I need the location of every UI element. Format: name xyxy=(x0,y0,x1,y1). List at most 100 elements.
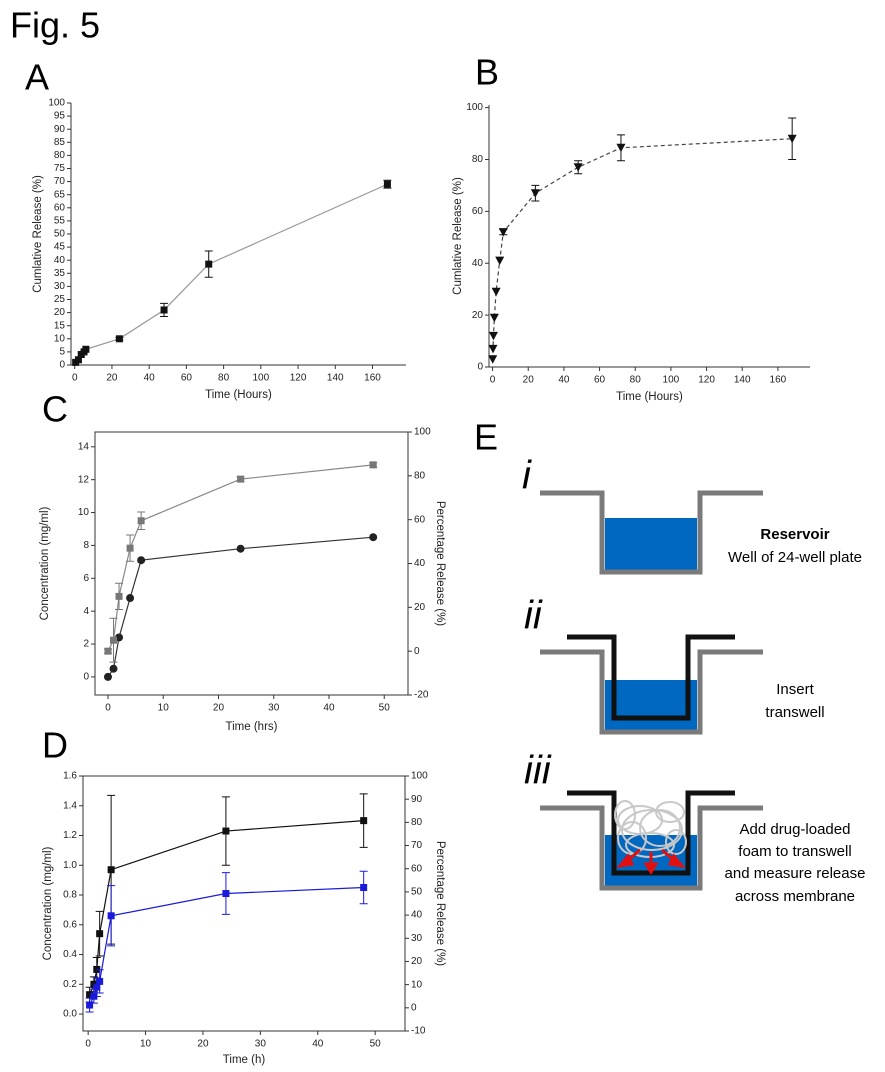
data-point xyxy=(369,533,378,542)
data-point xyxy=(489,313,499,323)
x-tick-label: 0 xyxy=(490,375,496,386)
y-tick-label: 45 xyxy=(54,242,66,253)
y-tick-label: 40 xyxy=(472,258,484,269)
y-tick-label: 20 xyxy=(54,307,66,318)
y2-tick-label: 30 xyxy=(411,933,423,944)
panel-label: C xyxy=(42,389,68,430)
data-point xyxy=(137,556,146,565)
y-tick-label: 0.6 xyxy=(63,919,77,930)
x-tick-label: 10 xyxy=(158,703,170,714)
data-point xyxy=(126,544,134,552)
data-point xyxy=(205,260,213,268)
y-tick-label: 10 xyxy=(54,333,66,344)
y2-axis-label: Percentage Release (%) xyxy=(434,841,446,966)
x-tick-label: 0 xyxy=(85,1039,91,1050)
data-point xyxy=(86,991,94,999)
step-numeral: iii xyxy=(524,749,552,793)
x-tick-label: 80 xyxy=(630,375,642,386)
data-point xyxy=(110,636,118,644)
data-point xyxy=(369,461,377,469)
y2-tick-label: 100 xyxy=(414,427,431,438)
step-title: Reservoir xyxy=(760,526,829,543)
x-tick-label: 160 xyxy=(364,373,381,384)
y-tick-label: 95 xyxy=(54,111,66,122)
x-axis-label: Time (hrs) xyxy=(226,721,278,733)
step-caption: and measure release xyxy=(725,865,866,882)
data-point xyxy=(115,335,123,343)
data-point xyxy=(86,1001,94,1009)
y-tick-label: 1.4 xyxy=(63,800,77,811)
y-tick-label: 1.6 xyxy=(63,771,77,782)
x-tick-label: 140 xyxy=(734,375,751,386)
data-point xyxy=(530,189,540,198)
well-outline xyxy=(540,805,763,891)
y2-tick-label: -20 xyxy=(414,690,429,701)
data-point xyxy=(96,977,104,985)
x-tick-label: 10 xyxy=(140,1039,152,1050)
release-arrows xyxy=(616,848,686,875)
step-caption: Add drug-loaded xyxy=(740,821,851,838)
figure-title: Fig. 5 xyxy=(10,5,100,46)
x-tick-label: 40 xyxy=(558,375,570,386)
well-outline xyxy=(540,649,763,735)
data-point xyxy=(126,594,135,603)
y-tick-label: 80 xyxy=(54,150,66,161)
y-tick-label: 90 xyxy=(54,124,66,135)
y-tick-label: 8 xyxy=(83,540,89,551)
step-numeral: i xyxy=(522,454,532,498)
x-tick-label: 100 xyxy=(663,375,680,386)
data-point xyxy=(616,143,626,153)
data-point xyxy=(74,356,82,364)
y-tick-label: 1.2 xyxy=(63,830,77,841)
x-tick-label: 80 xyxy=(218,373,230,384)
y-tick-label: 50 xyxy=(54,229,66,240)
data-point xyxy=(137,517,145,525)
data-point xyxy=(787,134,797,144)
reservoir-liquid xyxy=(605,518,697,570)
data-point xyxy=(383,180,391,188)
step-numeral: ii xyxy=(524,594,543,638)
data-point xyxy=(488,344,498,354)
data-point xyxy=(103,672,112,681)
data-point xyxy=(82,345,90,353)
y-tick-label: 10 xyxy=(78,507,90,518)
x-tick-label: 160 xyxy=(770,375,787,386)
x-tick-label: 60 xyxy=(594,375,606,386)
data-point xyxy=(107,912,115,920)
data-point xyxy=(498,228,508,237)
data-point xyxy=(237,475,245,483)
y2-tick-label: -10 xyxy=(411,1026,426,1037)
x-tick-label: 50 xyxy=(379,703,391,714)
panel-label: B xyxy=(475,52,499,93)
foam xyxy=(614,800,687,858)
y-tick-label: 12 xyxy=(78,474,90,485)
data-point xyxy=(573,163,583,172)
data-point xyxy=(222,890,230,898)
series-line xyxy=(107,464,374,652)
y-tick-label: 30 xyxy=(54,281,66,292)
data-point xyxy=(160,306,168,314)
y-tick-label: 60 xyxy=(472,206,484,217)
y-tick-label: 65 xyxy=(54,189,66,200)
y2-tick-label: 70 xyxy=(411,840,423,851)
panel-label: A xyxy=(25,57,49,98)
panel-label: E xyxy=(474,417,498,458)
x-tick-label: 40 xyxy=(323,703,335,714)
y-axis-label: Concentration (mg/ml) xyxy=(39,506,51,620)
x-axis-label: Time (h) xyxy=(223,1054,266,1066)
y-tick-label: 100 xyxy=(48,98,65,109)
chart: C 0 10 20 30 40 50 0 2 4 6 8 10 12 14 -20 0 20 40 60 80 100 Ti… xyxy=(39,389,446,734)
series-line xyxy=(107,536,374,678)
x-tick-label: 100 xyxy=(252,373,269,384)
data-point xyxy=(360,884,368,892)
x-tick-label: 20 xyxy=(197,1039,209,1050)
data-point xyxy=(109,664,118,673)
y-tick-label: 40 xyxy=(54,255,66,266)
data-point xyxy=(96,930,104,938)
y-tick-label: 2 xyxy=(83,639,89,650)
x-tick-label: 30 xyxy=(255,1039,267,1050)
y-tick-label: 0 xyxy=(477,362,483,373)
y-tick-label: 0 xyxy=(59,360,65,371)
